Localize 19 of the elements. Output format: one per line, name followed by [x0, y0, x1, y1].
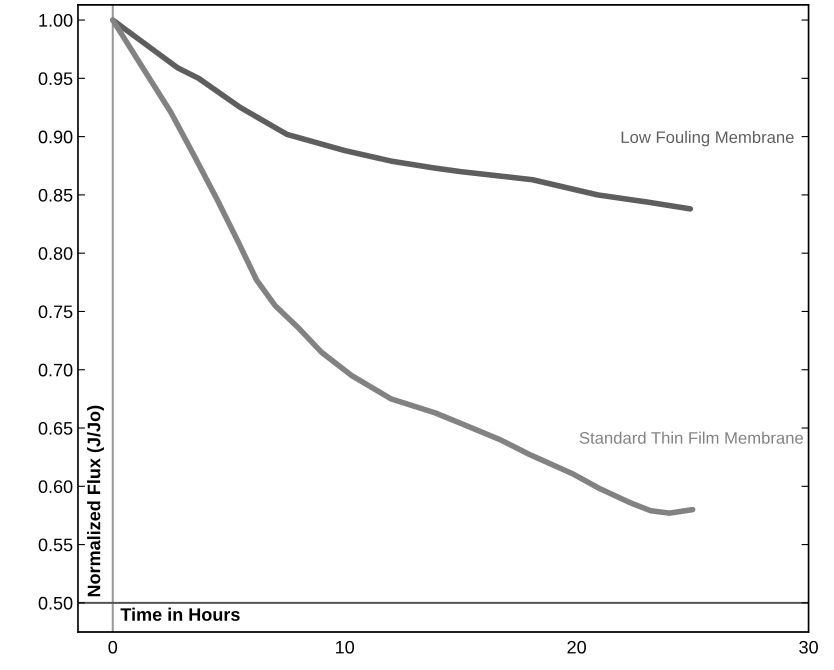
y-tick-label: 0.60 [38, 480, 72, 494]
x-tick-label: 20 [568, 640, 586, 654]
x-tick-label: 0 [108, 640, 118, 654]
series-label: Standard Thin Film Membrane [580, 432, 803, 444]
text: Low Fouling Membrane [622, 130, 794, 146]
y-tick-label: 0.70 [38, 364, 72, 376]
x-tick-label: 30 [799, 640, 818, 654]
y-tick-label: 0.95 [38, 72, 72, 86]
y-tick-label: 0.85 [38, 188, 72, 202]
y-tick-label: 0.75 [38, 305, 72, 318]
y-tick-label: 1.00 [39, 14, 72, 27]
x-tick-label: 10 [336, 640, 354, 654]
y-tick-label: 0.80 [38, 247, 72, 260]
x-axis-title: Time in Hours [120, 608, 240, 621]
y-tick-label: 0.90 [38, 130, 72, 144]
y-tick-label: 0.65 [38, 422, 72, 435]
y-tick-label: 0.55 [38, 538, 72, 552]
y-axis-title: Normalized Flux (J/Jo) [87, 406, 104, 596]
y-tick-label: 0.50 [38, 596, 72, 610]
